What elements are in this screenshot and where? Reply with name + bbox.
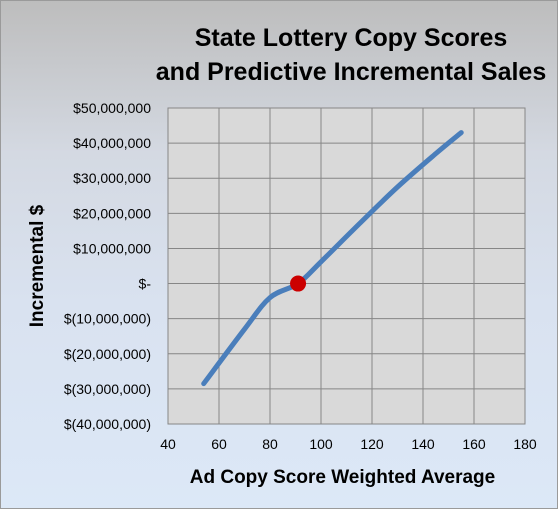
y-tick-label: $20,000,000: [73, 205, 151, 221]
x-tick-label: 140: [411, 436, 435, 452]
y-tick-label: $50,000,000: [73, 100, 151, 116]
y-tick-label: $30,000,000: [73, 170, 151, 186]
y-tick-label: $(20,000,000): [64, 346, 151, 362]
grid: [167, 107, 526, 425]
y-tick-label: $(10,000,000): [64, 311, 151, 327]
y-tick-label: $10,000,000: [73, 240, 151, 256]
x-tick-label: 60: [211, 436, 227, 452]
chart-title: State Lottery Copy Scores and Predictive…: [131, 21, 558, 89]
chart-title-line-1: State Lottery Copy Scores: [194, 24, 508, 52]
chart-title-line-2: and Predictive Incremental Sales: [155, 58, 547, 86]
x-tick-label: 120: [360, 436, 384, 452]
y-tick-label: $40,000,000: [73, 135, 151, 151]
x-tick-label: 100: [309, 436, 333, 452]
y-tick-label: $(30,000,000): [64, 381, 151, 397]
plot-area: [167, 107, 526, 425]
x-axis-title: Ad Copy Score Weighted Average: [190, 467, 495, 488]
x-tick-label: 40: [160, 436, 176, 452]
x-tick-label: 160: [462, 436, 486, 452]
y-tick-label: $-: [139, 276, 152, 292]
series-line: [201, 130, 464, 387]
x-tick-label: 180: [513, 436, 537, 452]
highlight-point: [290, 275, 307, 292]
y-tick-labels: $50,000,000 $40,000,000 $30,000,000 $20,000…: [64, 100, 152, 432]
y-tick-label: $(40,000,000): [64, 416, 151, 432]
x-tick-labels: 40 60 80 100 120 140 160 180: [160, 436, 537, 452]
y-axis-title: Incremental $: [27, 204, 48, 327]
x-tick-label: 80: [262, 436, 278, 452]
